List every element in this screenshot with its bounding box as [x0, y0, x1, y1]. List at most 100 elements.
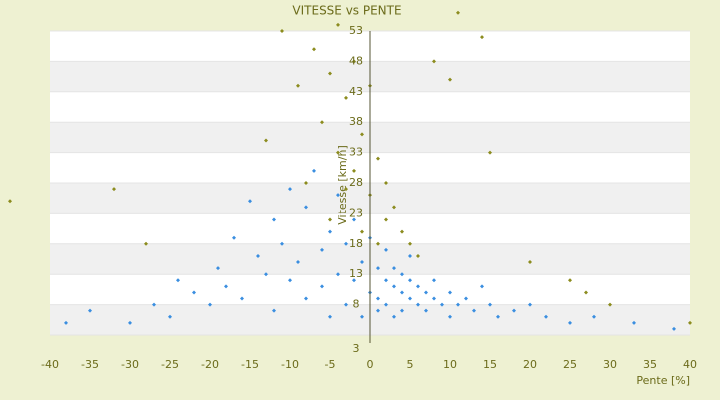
- point: [320, 284, 324, 289]
- point: [312, 168, 316, 173]
- point: [408, 241, 412, 246]
- y-tick-label: 3: [353, 342, 360, 355]
- point: [344, 187, 348, 192]
- point: [544, 314, 548, 319]
- y-tick-label: 13: [349, 267, 363, 280]
- point: [336, 150, 340, 155]
- point: [480, 35, 484, 40]
- point: [296, 83, 300, 88]
- point: [272, 217, 276, 222]
- point: [632, 320, 636, 325]
- point: [328, 314, 332, 319]
- point: [176, 278, 180, 283]
- point: [288, 278, 292, 283]
- point: [144, 241, 148, 246]
- point: [8, 199, 12, 204]
- x-tick-label: -20: [201, 358, 219, 371]
- point: [416, 253, 420, 258]
- x-tick-label: -40: [41, 358, 59, 371]
- point: [568, 278, 572, 283]
- point: [424, 308, 428, 313]
- point: [216, 266, 220, 271]
- point: [192, 290, 196, 295]
- x-tick-label: -30: [121, 358, 139, 371]
- point: [304, 296, 308, 301]
- point: [608, 302, 612, 307]
- y-tick-label: 23: [349, 206, 363, 219]
- y-tick-label: 8: [353, 298, 360, 311]
- x-tick-label: 40: [683, 358, 697, 371]
- point: [64, 320, 68, 325]
- point: [232, 235, 236, 240]
- point: [408, 253, 412, 258]
- point: [360, 132, 364, 137]
- y-tick-label: 53: [349, 24, 363, 37]
- point: [304, 181, 308, 185]
- point: [480, 284, 484, 289]
- point: [448, 314, 452, 319]
- point: [392, 284, 396, 289]
- point: [336, 193, 340, 198]
- point: [264, 272, 268, 277]
- point: [592, 314, 596, 319]
- point: [376, 266, 380, 271]
- x-tick-label: 0: [367, 358, 374, 371]
- point: [376, 241, 380, 246]
- point: [456, 302, 460, 307]
- x-tick-label: 10: [443, 358, 457, 371]
- point: [432, 296, 436, 301]
- point: [168, 314, 172, 319]
- point: [400, 229, 404, 234]
- point: [328, 217, 332, 222]
- point: [320, 120, 324, 125]
- x-tick-label: 25: [563, 358, 577, 371]
- point: [352, 59, 356, 64]
- point: [360, 314, 364, 319]
- point: [240, 296, 244, 301]
- point: [352, 278, 356, 283]
- point: [384, 302, 388, 307]
- point: [688, 320, 692, 325]
- point: [456, 10, 460, 15]
- point: [376, 296, 380, 301]
- point: [344, 241, 348, 246]
- point: [256, 253, 260, 258]
- point: [344, 302, 348, 307]
- point: [352, 168, 356, 173]
- point: [448, 290, 452, 295]
- point: [312, 47, 316, 52]
- point: [280, 29, 284, 33]
- x-tick-label: 15: [483, 358, 497, 371]
- point: [384, 247, 388, 252]
- x-tick-label: 5: [407, 358, 414, 371]
- x-tick-label: -15: [241, 358, 259, 371]
- point: [328, 71, 332, 76]
- point: [208, 302, 212, 307]
- point: [408, 296, 412, 301]
- point: [432, 278, 436, 283]
- point: [304, 205, 308, 210]
- point: [416, 302, 420, 307]
- point: [416, 284, 420, 289]
- point: [472, 308, 476, 313]
- point: [408, 278, 412, 283]
- point: [512, 308, 516, 313]
- y-tick-label: 48: [349, 54, 363, 67]
- point: [488, 150, 492, 155]
- point: [392, 314, 396, 319]
- x-tick-label: -5: [325, 358, 336, 371]
- y-tick-label: 43: [349, 85, 363, 98]
- y-tick-label: 33: [349, 146, 363, 159]
- point: [296, 260, 300, 265]
- y-tick-label: 18: [349, 237, 363, 250]
- point: [424, 290, 428, 295]
- y-tick-label: 28: [349, 176, 363, 189]
- x-tick-label: -10: [281, 358, 299, 371]
- point: [112, 187, 116, 192]
- point: [352, 217, 356, 222]
- point: [528, 302, 532, 307]
- point: [264, 138, 268, 143]
- point: [384, 217, 388, 222]
- point: [128, 320, 132, 325]
- point: [488, 302, 492, 307]
